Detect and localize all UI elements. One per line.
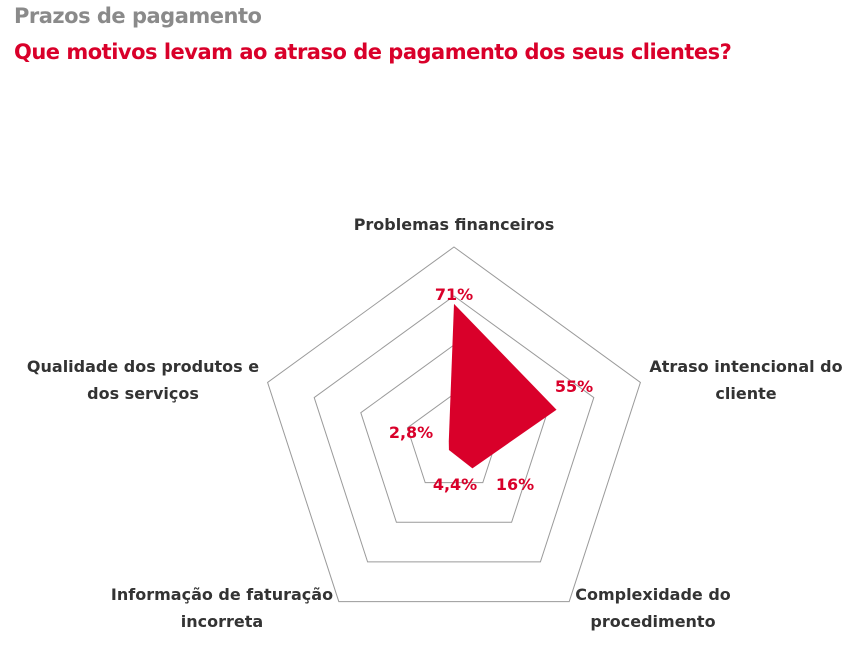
axis-label: Atraso intencional do — [649, 357, 842, 376]
grid-ring-75 — [313, 295, 595, 563]
chart-supertitle: Prazos de pagamento — [14, 4, 262, 28]
value-label: 55% — [555, 377, 593, 396]
axis-label: incorreta — [181, 612, 263, 631]
axis-label: cliente — [715, 384, 776, 403]
value-label: 71% — [435, 285, 473, 304]
axis-label: Complexidade do — [575, 585, 731, 604]
data-area — [448, 303, 557, 469]
chart-title: Que motivos levam ao atraso de pagamento… — [14, 40, 732, 64]
axis-label: Informação de faturação — [111, 585, 333, 604]
value-label: 2,8% — [389, 423, 433, 442]
axis-label: Qualidade dos produtos e — [27, 357, 259, 376]
axis-label: dos serviços — [87, 384, 199, 403]
axis-label: procedimento — [590, 612, 715, 631]
axis-label: Problemas financeiros — [354, 215, 555, 234]
value-label: 16% — [496, 475, 534, 494]
value-label: 4,4% — [433, 475, 477, 494]
grid-ring-100 — [267, 246, 641, 603]
